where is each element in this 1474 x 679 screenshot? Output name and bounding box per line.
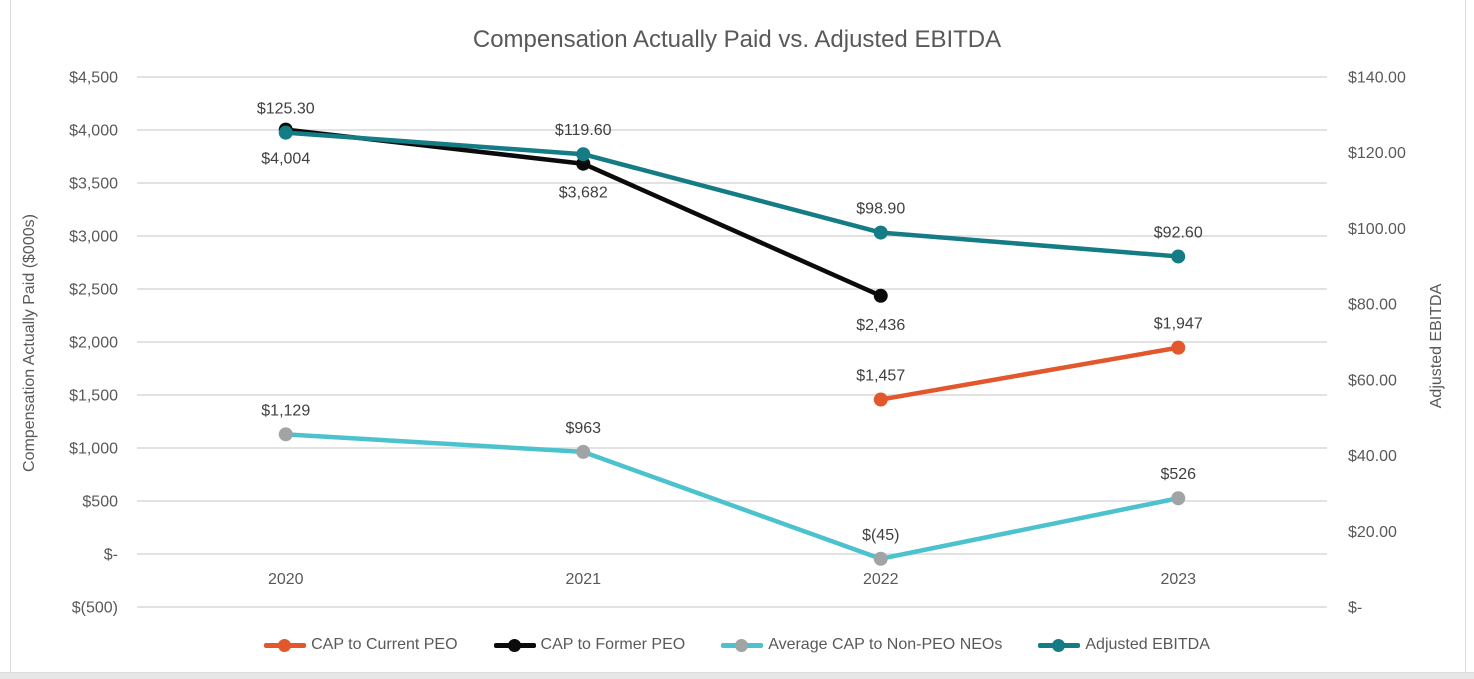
data-label: $125.30: [257, 101, 315, 118]
data-label: $4,004: [261, 151, 310, 168]
data-label: $3,682: [559, 185, 608, 202]
legend-line-marker-icon: [264, 638, 307, 652]
left-axis-tick-label: $3,000: [69, 229, 118, 246]
series-marker: [576, 147, 591, 162]
legend-label: CAP to Current PEO: [311, 636, 458, 653]
data-label: $92.60: [1154, 224, 1203, 241]
series-marker: [873, 392, 888, 407]
series-marker: [873, 288, 888, 303]
window-bottom-strip: [0, 672, 1474, 679]
legend-item: CAP to Current PEO: [264, 636, 458, 654]
left-axis-tick-label: $2,000: [69, 335, 118, 352]
legend-item: CAP to Former PEO: [493, 636, 686, 654]
data-label: $1,947: [1154, 316, 1203, 333]
right-axis-tick-label: $120.00: [1348, 145, 1406, 162]
left-axis-tick-label: $3,500: [69, 176, 118, 193]
series-marker: [873, 551, 888, 566]
data-label: $119.60: [555, 122, 612, 139]
legend-line-marker-icon: [721, 638, 764, 652]
data-label: $963: [565, 420, 601, 437]
data-label: $2,436: [856, 317, 905, 334]
legend-label: CAP to Former PEO: [540, 636, 686, 653]
right-axis-tick-label: $80.00: [1348, 297, 1397, 314]
data-label: $1,457: [856, 368, 905, 385]
left-axis-tick-label: $4,000: [69, 123, 118, 140]
right-axis-tick-label: $100.00: [1348, 221, 1406, 238]
series-line: [878, 345, 1181, 402]
x-axis-tick-label: 2020: [268, 571, 304, 588]
series-marker: [278, 125, 293, 140]
right-axis-tick-label: $-: [1348, 600, 1362, 617]
legend-item: Adjusted EBITDA: [1038, 636, 1210, 654]
left-axis-tick-label: $500: [82, 494, 118, 511]
right-axis-tick-label: $20.00: [1348, 524, 1397, 541]
series-marker: [1171, 249, 1186, 264]
right-axis-tick-label: $60.00: [1348, 372, 1397, 389]
legend: CAP to Current PEO CAP to Former PEO Avera…: [0, 636, 1474, 654]
series-marker: [278, 427, 293, 442]
window-right-border: [1465, 0, 1466, 672]
series-line: [283, 432, 1181, 562]
right-axis-tick-label: $140.00: [1348, 70, 1406, 87]
data-label: $98.90: [856, 201, 905, 218]
window-left-border: [10, 0, 11, 672]
left-axis-tick-label: $2,500: [69, 282, 118, 299]
data-label: $1,129: [261, 402, 310, 419]
legend-label: Adjusted EBITDA: [1085, 636, 1210, 653]
legend-line-marker-icon: [493, 638, 536, 652]
left-axis-tick-label: $(500): [72, 600, 118, 617]
series-marker: [873, 225, 888, 240]
x-axis-tick-label: 2022: [863, 571, 899, 588]
series-marker: [1171, 491, 1186, 506]
left-axis-tick-label: $-: [104, 547, 118, 564]
x-axis-tick-label: 2023: [1160, 571, 1196, 588]
legend-item: Average CAP to Non-PEO NEOs: [721, 636, 1002, 654]
legend-label: Average CAP to Non-PEO NEOs: [768, 636, 1003, 653]
series-marker: [1171, 340, 1186, 355]
series-line: [283, 130, 1181, 259]
data-label: $(45): [862, 527, 899, 544]
chart-title: Compensation Actually Paid vs. Adjusted …: [472, 26, 1002, 53]
right-axis-tick-label: $40.00: [1348, 448, 1397, 465]
data-label: $526: [1160, 466, 1196, 483]
x-axis-tick-label: 2021: [565, 571, 601, 588]
left-axis-tick-label: $1,000: [69, 441, 118, 458]
left-axis-tick-label: $1,500: [69, 388, 118, 405]
left-axis-tick-label: $4,500: [69, 70, 118, 87]
series-marker: [576, 444, 591, 459]
legend-line-marker-icon: [1038, 638, 1081, 652]
